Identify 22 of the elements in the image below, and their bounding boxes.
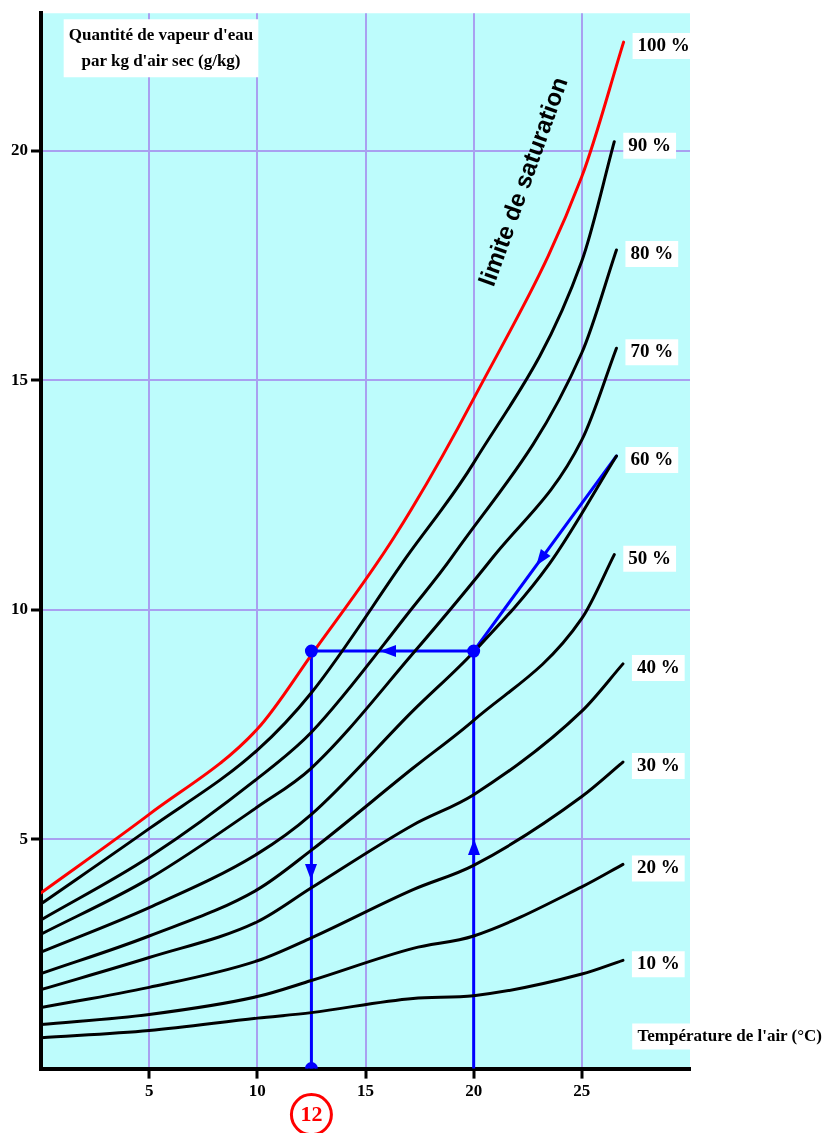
series-label: 20 % [636,856,680,878]
y-tick-label: 5 [19,828,28,848]
y-tick-label: 20 [11,140,28,160]
series-label: 80 % [630,241,674,263]
annotation: 12 [300,1101,323,1127]
x-axis-title: Température de l'air (°C) [637,1025,822,1045]
x-tick-label: 25 [573,1081,591,1101]
series-label: 70 % [630,340,674,362]
x-tick-label: 5 [144,1081,154,1101]
series-label: 10 % [636,952,680,974]
series-label: 50 % [628,546,672,568]
series-label: 100 % [637,34,690,56]
x-tick-label: 15 [357,1081,374,1101]
x-tick-label: 20 [465,1081,483,1101]
x-tick-label: 10 [248,1081,266,1101]
y-tick-label: 10 [11,599,28,619]
series-label: 30 % [636,753,680,775]
series-label: 90 % [628,133,672,155]
series-label: 60 % [630,447,674,469]
y-axis-title: Quantité de vapeur d'eau par kg d'air sec (g/kg) [68,24,254,70]
series-label: 40 % [636,655,680,677]
y-tick-label: 15 [11,369,28,389]
